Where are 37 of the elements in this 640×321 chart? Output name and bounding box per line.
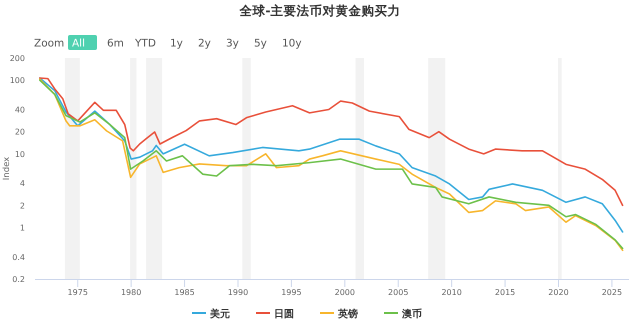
y-tick-label: 40 bbox=[14, 105, 25, 114]
legend-label: 英镑 bbox=[337, 308, 358, 320]
text: 10y bbox=[282, 38, 302, 50]
x-tick-label: 1995 bbox=[281, 288, 302, 297]
line-series bbox=[39, 77, 624, 206]
text: YTD bbox=[134, 38, 156, 50]
x-tick-label: 1990 bbox=[228, 288, 248, 297]
x-tick-label: 2020 bbox=[548, 288, 569, 297]
y-tick-label: 10 bbox=[14, 150, 25, 159]
text: All bbox=[72, 38, 86, 50]
y-tick-label: 0.2 bbox=[12, 275, 25, 284]
x-tick-label: 1975 bbox=[68, 288, 88, 297]
x-tick-label: 2025 bbox=[602, 288, 622, 297]
text: 5y bbox=[254, 38, 267, 50]
y-tick-label: 20 bbox=[14, 128, 25, 137]
x-tick-label: 1985 bbox=[174, 288, 195, 297]
y-tick-label: 200 bbox=[10, 54, 25, 63]
y-tick-label: 0.4 bbox=[12, 252, 25, 262]
chart-title: 全球-主要法币对黄金购买力 bbox=[238, 3, 401, 18]
y-tick-label: 2 bbox=[20, 201, 25, 210]
text: 1y bbox=[170, 38, 183, 50]
y-tick-label: 4 bbox=[20, 179, 25, 188]
x-tick-label: 2005 bbox=[388, 288, 408, 297]
text: 3y bbox=[226, 38, 239, 50]
x-tick-label: 2000 bbox=[334, 288, 355, 297]
y-tick-label: 100 bbox=[10, 76, 25, 86]
legend-label: 美元 bbox=[209, 308, 230, 320]
text: Zoom bbox=[34, 38, 64, 50]
x-tick-label: 1980 bbox=[120, 288, 142, 297]
y-axis-title: Index bbox=[2, 156, 12, 180]
y-tick-label: 1 bbox=[20, 224, 25, 233]
text: 6m bbox=[107, 38, 124, 50]
legend-label: 日圆 bbox=[274, 309, 294, 320]
text: 2y bbox=[198, 38, 211, 50]
x-tick-label: 2010 bbox=[441, 288, 462, 297]
x-tick-label: 2015 bbox=[494, 288, 516, 297]
legend-label: 澳币 bbox=[401, 308, 422, 320]
